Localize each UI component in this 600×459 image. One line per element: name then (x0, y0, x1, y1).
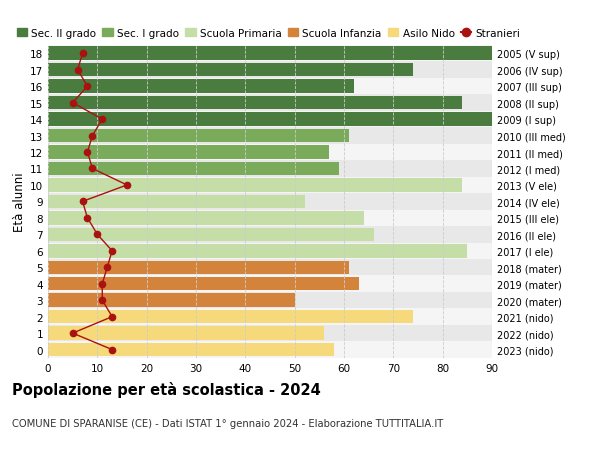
Text: Popolazione per età scolastica - 2024: Popolazione per età scolastica - 2024 (12, 381, 321, 397)
Bar (48, 47, 492, 61)
Text: COMUNE DI SPARANISE (CE) - Dati ISTAT 1° gennaio 2024 - Elaborazione TUTTITALIA.: COMUNE DI SPARANISE (CE) - Dati ISTAT 1°… (12, 418, 443, 428)
Bar (48, 62, 492, 79)
Bar (48, 177, 492, 194)
Bar (48, 128, 492, 145)
Bar (48, 113, 497, 127)
Bar (48, 194, 492, 210)
Bar (48, 325, 492, 341)
Bar (48, 259, 492, 276)
Bar (48, 79, 492, 95)
Bar (48, 292, 492, 309)
Bar (48, 327, 324, 340)
Bar (48, 46, 492, 62)
Bar (48, 64, 413, 77)
Bar (48, 162, 339, 176)
Bar (48, 146, 329, 159)
Bar (48, 210, 492, 227)
Bar (48, 80, 354, 94)
Bar (48, 294, 295, 307)
Bar (48, 309, 492, 325)
Bar (48, 97, 463, 110)
Bar (48, 95, 492, 112)
Bar (48, 277, 359, 291)
Bar (48, 341, 492, 358)
Y-axis label: Età alunni: Età alunni (13, 172, 26, 232)
Bar (48, 310, 413, 324)
Bar (48, 228, 374, 241)
Bar (48, 261, 349, 274)
Bar (48, 112, 492, 128)
Bar (48, 245, 467, 258)
Bar (48, 212, 364, 225)
Bar (48, 195, 305, 209)
Bar (48, 179, 463, 192)
Bar (48, 145, 492, 161)
Bar (48, 161, 492, 177)
Bar (48, 243, 492, 259)
Bar (48, 343, 334, 357)
Legend: Sec. II grado, Sec. I grado, Scuola Primaria, Scuola Infanzia, Asilo Nido, Stran: Sec. II grado, Sec. I grado, Scuola Prim… (13, 24, 524, 43)
Bar (48, 276, 492, 292)
Bar (48, 129, 349, 143)
Bar (48, 227, 492, 243)
